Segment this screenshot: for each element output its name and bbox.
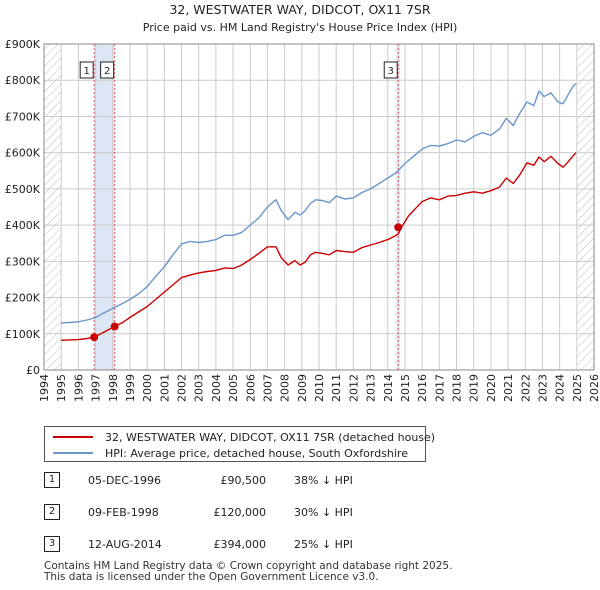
sale-date: 09-FEB-1998 [88, 506, 159, 519]
x-tick-label: 1996 [72, 374, 85, 402]
sale-hpi-diff: 30% ↓ HPI [294, 506, 353, 519]
legend-item-property: 32, WESTWATER WAY, DIDCOT, OX11 7SR (det… [53, 429, 435, 445]
sale-number-label: 2 [104, 66, 110, 77]
sale-row: 3 12-AUG-2014 £394,000 25% ↓ HPI [44, 536, 444, 554]
x-tick-label: 2011 [330, 374, 343, 402]
x-tick-label: 2013 [365, 374, 378, 402]
x-tick-label: 1998 [107, 374, 120, 402]
legend-label-property: 32, WESTWATER WAY, DIDCOT, OX11 7SR (det… [105, 430, 436, 444]
sale-price: £394,000 [213, 538, 267, 551]
sale-number-box [383, 61, 398, 79]
legend-swatch-property [53, 436, 93, 438]
sale-number-label: 1 [84, 66, 90, 77]
no-data-region-start [44, 44, 62, 370]
footer-attribution: Contains HM Land Registry data © Crown c… [44, 560, 453, 583]
x-tick-label: 2006 [244, 374, 257, 402]
x-tick-label: 2002 [176, 374, 189, 402]
legend-swatch-hpi [53, 452, 93, 454]
x-tick-label: 2018 [451, 374, 464, 402]
x-tick-label: 2004 [210, 374, 223, 402]
sale-row: 1 05-DEC-1996 £90,500 38% ↓ HPI [44, 472, 444, 490]
legend-item-hpi: HPI: Average price, detached house, Sout… [53, 445, 408, 461]
y-tick-label: £400K [5, 219, 41, 232]
sale-number-badge: 3 [44, 536, 60, 552]
sale-hpi-diff: 25% ↓ HPI [294, 538, 353, 551]
x-tick-label: 1997 [90, 374, 103, 402]
x-tick-label: 1994 [38, 374, 51, 402]
y-tick-label: £100K [5, 328, 41, 341]
sale-row: 2 09-FEB-1998 £120,000 30% ↓ HPI [44, 504, 444, 522]
y-tick-label: £200K [5, 292, 41, 305]
chart-subtitle: Price paid vs. HM Land Registry's House … [143, 21, 458, 34]
x-tick-label: 2000 [141, 374, 154, 402]
x-tick-label: 2012 [347, 374, 360, 402]
y-tick-label: £300K [5, 255, 41, 268]
x-tick-label: 2001 [158, 374, 171, 402]
sale-point [110, 322, 119, 331]
x-tick-label: 2010 [313, 374, 326, 402]
x-tick-label: 2005 [227, 374, 240, 402]
sale-point [394, 223, 403, 232]
x-tick-label: 2016 [416, 374, 429, 402]
sale-date: 05-DEC-1996 [88, 474, 162, 487]
sale-period-band [94, 44, 115, 370]
x-tick-label: 2007 [261, 374, 274, 402]
no-data-region-end [576, 44, 594, 370]
sale-number-box [100, 61, 115, 79]
y-tick-label: £700K [5, 110, 41, 123]
x-tick-label: 2003 [193, 374, 206, 402]
sale-price: £120,000 [213, 506, 267, 519]
x-tick-label: 2026 [588, 374, 600, 402]
y-tick-label: £600K [5, 147, 41, 160]
x-tick-label: 2017 [433, 374, 446, 402]
x-tick-label: 2025 [571, 374, 584, 402]
x-tick-label: 2024 [554, 374, 567, 402]
sale-point [90, 333, 99, 342]
x-tick-label: 1995 [55, 374, 68, 402]
sale-hpi-diff: 38% ↓ HPI [294, 474, 353, 487]
x-tick-label: 2023 [536, 374, 549, 402]
y-tick-label: £900K [5, 38, 41, 51]
y-tick-label: £800K [5, 74, 41, 87]
legend-label-hpi: HPI: Average price, detached house, Sout… [105, 446, 408, 460]
x-tick-label: 2022 [519, 374, 532, 402]
property-series-line [61, 152, 577, 341]
x-tick-label: 2008 [279, 374, 292, 402]
price-chart: 32, WESTWATER WAY, DIDCOT, OX11 7SR Pric… [5, 2, 600, 402]
x-tick-label: 1999 [124, 374, 137, 402]
x-tick-label: 2020 [485, 374, 498, 402]
sale-number-badge: 2 [44, 504, 60, 520]
sale-price: £90,500 [220, 474, 267, 487]
x-tick-label: 2015 [399, 374, 412, 402]
sale-number-label: 3 [388, 66, 394, 77]
chart-title: 32, WESTWATER WAY, DIDCOT, OX11 7SR [169, 2, 430, 17]
sale-date: 12-AUG-2014 [88, 538, 162, 551]
x-tick-label: 2014 [382, 374, 395, 402]
sale-number-box [79, 61, 94, 79]
x-tick-label: 2009 [296, 374, 309, 402]
chart-legend: 32, WESTWATER WAY, DIDCOT, OX11 7SR (det… [44, 426, 435, 462]
sale-number-badge: 1 [44, 472, 60, 488]
hpi-series-line [61, 83, 577, 324]
plot-border [43, 43, 595, 371]
x-tick-label: 2019 [468, 374, 481, 402]
y-tick-label: £500K [5, 183, 41, 196]
y-tick-label: £0 [26, 364, 40, 377]
sale-period-band [396, 44, 401, 370]
x-tick-label: 2021 [502, 374, 515, 402]
